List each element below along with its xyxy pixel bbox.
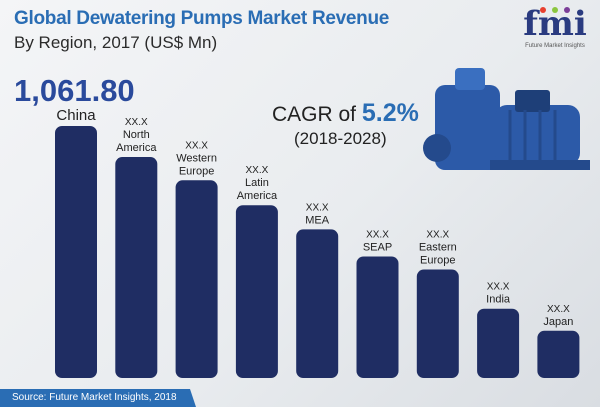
pump-image — [423, 68, 590, 170]
category-label: China — [56, 107, 96, 124]
category-label: Europe — [179, 165, 214, 177]
category-label: Eastern — [419, 242, 457, 254]
logo-dots-icon — [540, 7, 570, 13]
bar-seap — [356, 256, 399, 378]
bar-india — [477, 308, 520, 378]
bar-latin-america — [235, 205, 278, 378]
category-label: Japan — [543, 316, 573, 328]
category-label: America — [237, 190, 278, 202]
bar-north-america — [115, 157, 158, 378]
value-label: XX.X — [185, 140, 208, 151]
category-label: Europe — [420, 255, 455, 267]
category-label: India — [486, 294, 511, 306]
cagr-text: CAGR of 5.2% — [272, 99, 419, 127]
category-label: Latin — [245, 177, 269, 189]
value-label: XX.X — [366, 229, 389, 240]
bar-japan — [537, 330, 580, 378]
bar-eastern-europe — [416, 269, 459, 378]
value-label: XX.X — [547, 304, 570, 315]
category-label: America — [116, 142, 157, 154]
logo-mark: fmi — [523, 4, 587, 44]
category-label: SEAP — [363, 241, 392, 253]
value-label: XX.X — [246, 165, 269, 176]
chart-subtitle: By Region, 2017 (US$ Mn) — [14, 33, 218, 52]
value-label: XX.X — [487, 282, 510, 293]
bar-mea — [296, 229, 339, 378]
bar-western-europe — [175, 180, 218, 378]
source-note: Source: Future Market Insights, 2018 — [0, 389, 196, 407]
logo-name: Future Market Insights — [525, 43, 585, 49]
china-value-label: 1,061.80 — [14, 73, 135, 108]
bar-china — [55, 126, 97, 378]
category-label: Western — [176, 152, 217, 164]
category-label: MEA — [305, 214, 330, 226]
cagr-period: (2018-2028) — [294, 129, 387, 148]
category-label: North — [123, 129, 150, 141]
fmi-logo: fmi Future Market Insights — [515, 6, 595, 50]
cagr-prefix: CAGR of — [272, 103, 362, 126]
chart-title: Global Dewatering Pumps Market Revenue — [14, 8, 390, 29]
value-label: XX.X — [125, 117, 148, 128]
value-label: XX.X — [426, 230, 449, 241]
cagr-value: 5.2% — [361, 99, 419, 127]
value-label: XX.X — [306, 202, 329, 213]
